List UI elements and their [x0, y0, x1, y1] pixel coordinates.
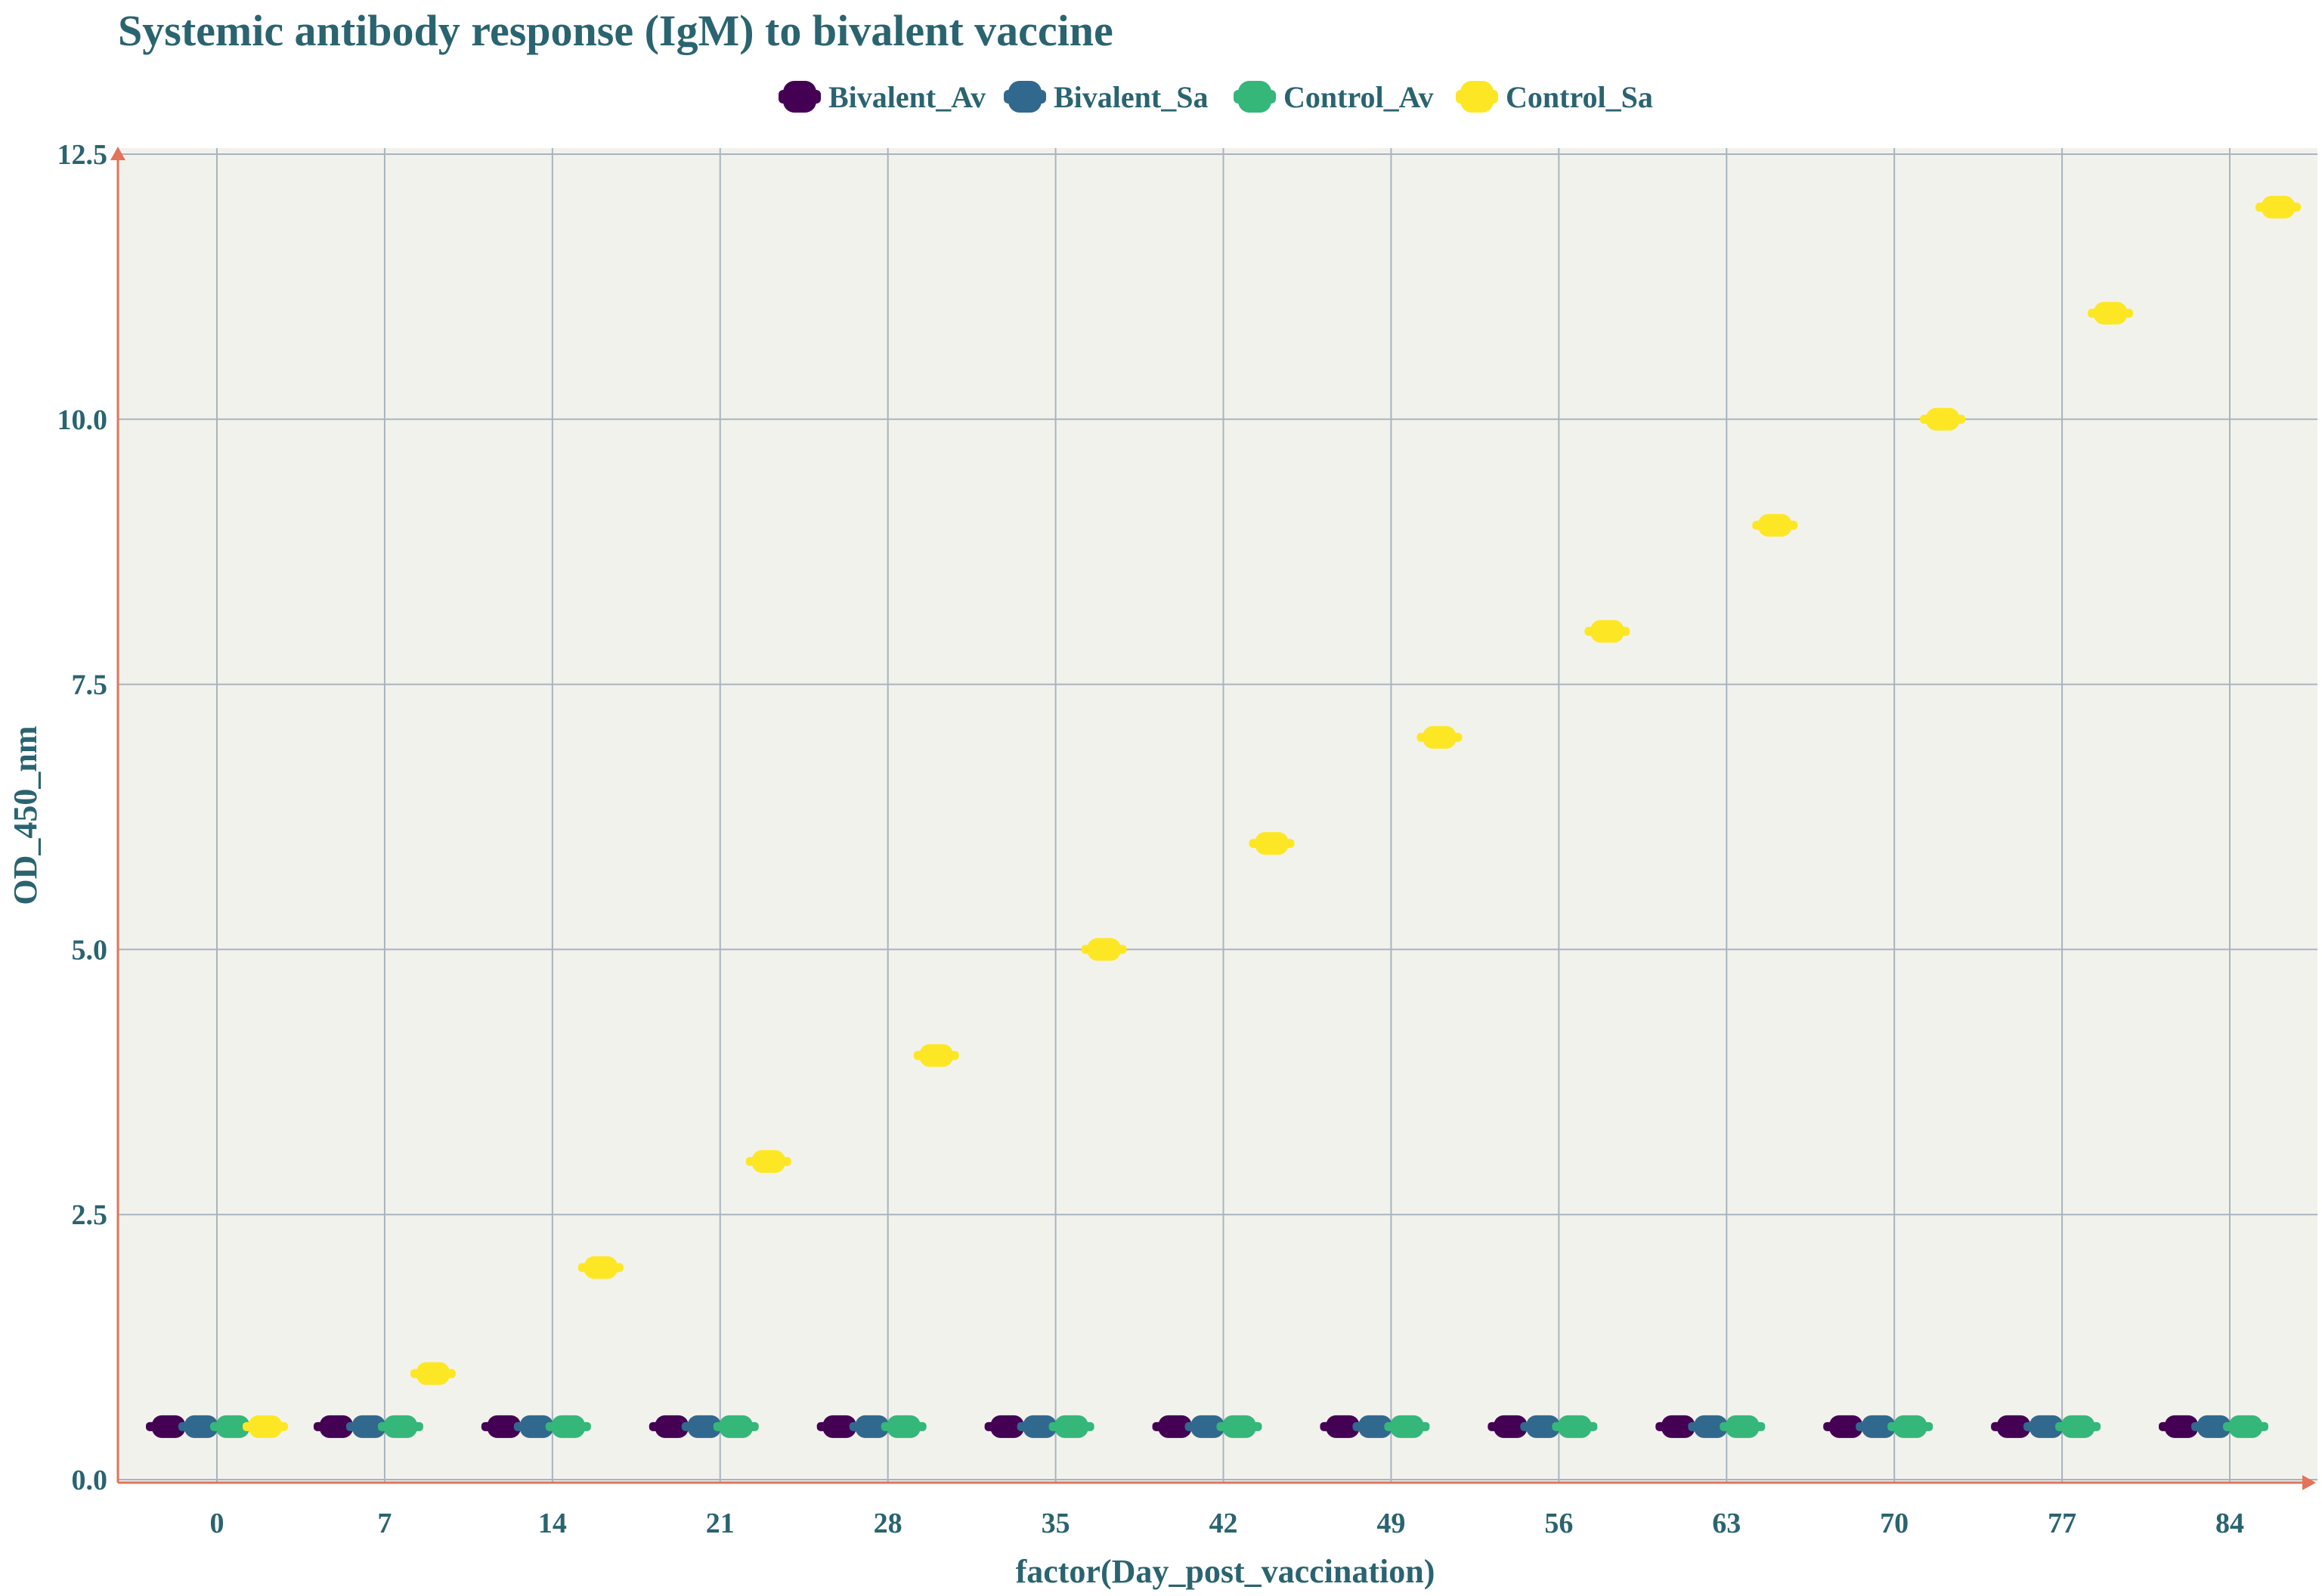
point-Control_Av-70 [1887, 1415, 1933, 1438]
point-Control_Av-28 [881, 1415, 927, 1438]
y-axis-arrow [110, 147, 125, 160]
point-Control_Sa-42 [1249, 832, 1295, 855]
x-axis-title: factor(Day_post_vaccination) [1016, 1553, 1435, 1590]
x-axis-arrow [2302, 1475, 2316, 1490]
x-tick-label: 77 [2048, 1508, 2076, 1539]
point-Control_Av-84 [2223, 1415, 2268, 1438]
x-tick-label: 70 [1880, 1508, 1909, 1539]
chart-title: Systemic antibody response (IgM) to biva… [118, 6, 1113, 55]
point-Control_Av-21 [713, 1415, 759, 1438]
y-tick-label: 0.0 [72, 1465, 108, 1496]
point-Control_Av-35 [1048, 1415, 1094, 1438]
legend-key [1004, 81, 1046, 113]
point-Control_Sa-28 [913, 1044, 959, 1067]
point-Control_Sa-56 [1584, 620, 1630, 643]
legend-key [1456, 81, 1498, 113]
series-Control_Sa [243, 196, 2301, 1438]
y-tick-label: 7.5 [72, 670, 108, 701]
legend-label: Bivalent_Av [828, 80, 986, 114]
x-tick-label: 0 [210, 1508, 224, 1539]
legend-label: Control_Sa [1506, 80, 1653, 114]
legend-key [779, 81, 821, 113]
legend-item-Bivalent_Sa: Bivalent_Sa [1004, 80, 1208, 114]
y-tick-label: 12.5 [57, 139, 108, 171]
x-tick-label: 7 [377, 1508, 392, 1539]
legend-item-Bivalent_Av: Bivalent_Av [779, 80, 986, 114]
point-Control_Av-42 [1216, 1415, 1262, 1438]
x-tick-label: 35 [1042, 1508, 1070, 1539]
point-Control_Sa-21 [745, 1150, 791, 1174]
x-tick-label: 42 [1209, 1508, 1238, 1539]
x-tick-label: 49 [1376, 1508, 1405, 1539]
series-layer [146, 196, 2301, 1438]
point-Control_Sa-35 [1081, 938, 1127, 961]
point-Control_Sa-0 [243, 1415, 288, 1438]
legend-item-Control_Sa: Control_Sa [1456, 80, 1653, 114]
point-Control_Sa-14 [577, 1256, 624, 1279]
y-tick-labels: 0.0 2.5 5.0 7.5 10.0 12.5 [57, 139, 108, 1496]
x-tick-label: 21 [706, 1508, 735, 1539]
point-Control_Sa-7 [410, 1362, 456, 1385]
x-tick-label: 84 [2215, 1508, 2244, 1539]
y-tick-label: 5.0 [72, 934, 108, 966]
series-Control_Av [210, 1415, 2268, 1438]
point-Control_Sa-63 [1752, 514, 1798, 537]
x-tick-labels: 0 7 14 21 28 35 42 49 56 63 70 77 84 [210, 1508, 2245, 1539]
legend-label: Control_Av [1283, 80, 1434, 114]
point-Control_Sa-70 [1920, 407, 1966, 431]
point-Control_Av-63 [1720, 1415, 1766, 1438]
plot-panel [118, 148, 2317, 1483]
point-Control_Av-7 [377, 1415, 423, 1438]
legend-item-Control_Av: Control_Av [1234, 80, 1434, 114]
point-Control_Sa-84 [2255, 196, 2301, 219]
x-tick-label: 56 [1544, 1508, 1573, 1539]
x-tick-label: 63 [1712, 1508, 1741, 1539]
point-Control_Sa-49 [1416, 725, 1463, 749]
point-Control_Av-77 [2055, 1415, 2101, 1438]
legend-label: Bivalent_Sa [1054, 80, 1208, 114]
axes [110, 147, 2316, 1490]
x-tick-label: 14 [538, 1508, 567, 1539]
legend: Bivalent_Av Bivalent_Sa Control_Av Control_… [779, 80, 1653, 114]
y-tick-label: 10.0 [57, 404, 108, 436]
point-Control_Sa-77 [2088, 302, 2134, 325]
point-Control_Av-56 [1552, 1415, 1598, 1438]
x-tick-label: 28 [874, 1508, 902, 1539]
y-axis-title: OD_450_nm [7, 725, 44, 905]
legend-key [1234, 81, 1276, 113]
gridlines [118, 148, 2317, 1483]
y-tick-label: 2.5 [72, 1199, 108, 1231]
point-Control_Av-14 [545, 1415, 591, 1438]
point-Control_Av-49 [1384, 1415, 1430, 1438]
